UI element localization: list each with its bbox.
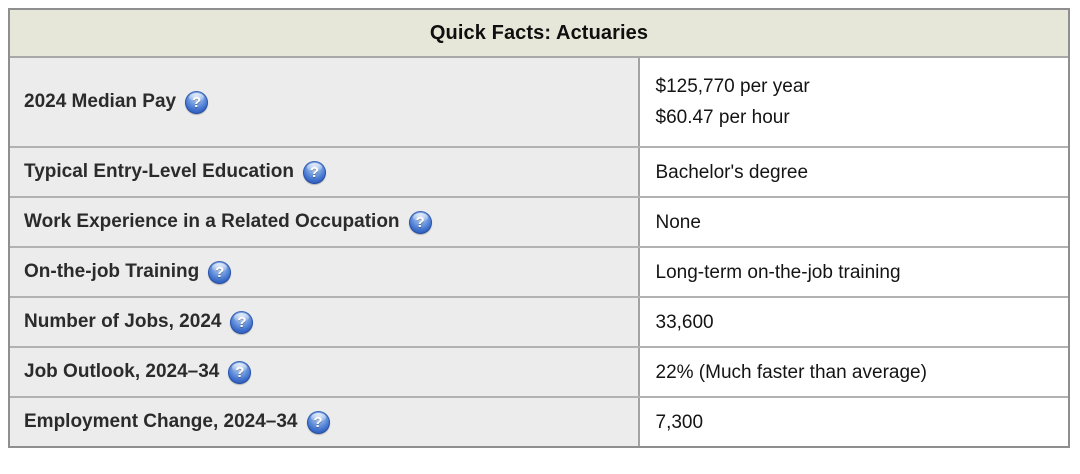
row-label-cell: Job Outlook, 2024–34 ? [10,348,640,396]
row-values: 33,600 [656,307,714,338]
table-title: Quick Facts: Actuaries [429,21,649,44]
table-row-number-of-jobs: Number of Jobs, 2024 ? 33,600 [10,296,1068,346]
table-row-employment-change: Employment Change, 2024–34 ? 7,300 [10,396,1068,446]
row-value: 33,600 [655,311,714,333]
question-mark-glyph: ? [309,163,320,181]
row-values: Bachelor's degree [656,157,809,188]
row-value: Bachelor's degree [655,161,809,183]
table-header: Quick Facts: Actuaries [10,10,1068,58]
row-values: Long-term on-the-job training [656,257,901,288]
row-value: $125,770 per year [655,76,810,97]
row-value-cell: Bachelor's degree [639,148,1068,196]
row-label: Work Experience in a Related Occupation [24,211,400,232]
row-value: $60.47 per hour [655,107,790,128]
row-value-cell: 7,300 [639,398,1068,446]
help-icon[interactable]: ? [228,360,252,384]
question-mark-glyph: ? [415,213,425,231]
question-mark-glyph: ? [215,263,225,281]
row-label-cell: Typical Entry-Level Education ? [10,148,640,196]
row-label: Job Outlook, 2024–34 [24,361,220,382]
row-values: 22% (Much faster than average) [656,357,927,388]
row-values: None [656,207,701,238]
row-label: On-the-job Training [24,261,200,282]
row-value-cell: $125,770 per year $60.47 per hour [639,58,1068,146]
table-row-job-outlook: Job Outlook, 2024–34 ? 22% (Much faster … [10,346,1068,396]
row-value-cell: Long-term on-the-job training [639,248,1068,296]
table-row-work-experience: Work Experience in a Related Occupation … [10,196,1068,246]
row-label: Number of Jobs, 2024 [24,311,222,332]
question-mark-glyph: ? [237,313,247,331]
row-label-cell: 2024 Median Pay ? [10,58,640,146]
question-mark-glyph: ? [235,363,245,381]
row-value-cell: 22% (Much faster than average) [639,348,1068,396]
row-label: 2024 Median Pay [24,91,177,112]
row-values: 7,300 [656,407,704,438]
table-row-training: On-the-job Training ? Long-term on-the-j… [10,246,1068,296]
quick-facts-table: Quick Facts: Actuaries 2024 Median Pay ?… [8,8,1070,448]
question-mark-glyph: ? [192,93,202,111]
row-label-cell: Employment Change, 2024–34 ? [10,398,640,446]
row-value: Long-term on-the-job training [655,261,901,283]
help-icon[interactable]: ? [306,410,330,434]
row-value-cell: 33,600 [639,298,1068,346]
help-icon[interactable]: ? [185,90,209,114]
table-row-education: Typical Entry-Level Education ? Bachelor… [10,146,1068,196]
row-value: 7,300 [655,411,704,433]
question-mark-glyph: ? [313,413,323,431]
help-icon[interactable]: ? [230,310,254,334]
row-label-cell: On-the-job Training ? [10,248,640,296]
help-icon[interactable]: ? [302,160,326,184]
row-value-cell: None [639,198,1068,246]
row-value: 22% (Much faster than average) [655,361,927,383]
table-row-median-pay: 2024 Median Pay ? $125,770 per year $60.… [10,58,1068,146]
row-label-cell: Work Experience in a Related Occupation … [10,198,640,246]
row-values: $125,770 per year $60.47 per hour [656,71,810,133]
help-icon[interactable]: ? [408,210,432,234]
row-label: Typical Entry-Level Education [24,161,294,182]
row-label-cell: Number of Jobs, 2024 ? [10,298,640,346]
help-icon[interactable]: ? [208,260,232,284]
row-label: Employment Change, 2024–34 [24,411,298,432]
row-value: None [655,211,701,233]
